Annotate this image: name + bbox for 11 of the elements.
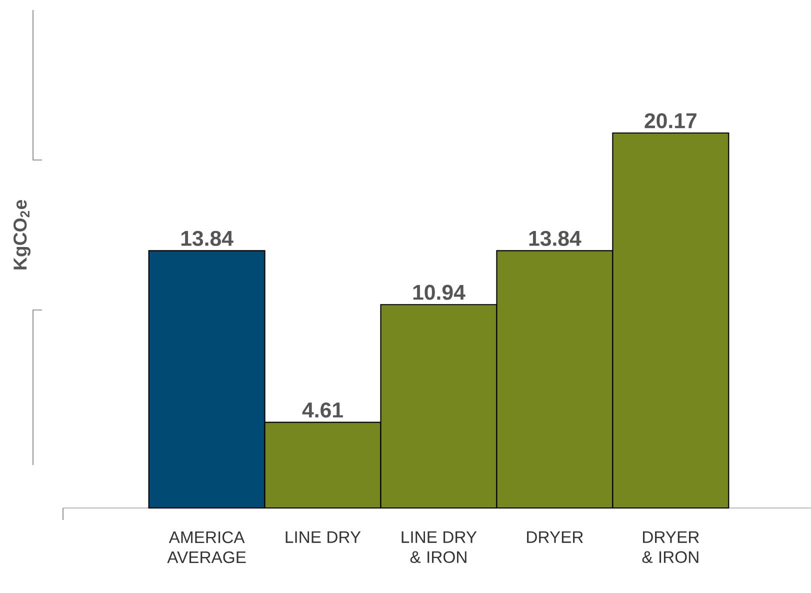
data-label: 4.61 (302, 402, 343, 418)
data-label: 10.94 (413, 284, 466, 300)
x-tick-label: DRYER & IRON (642, 531, 699, 563)
y-axis-title: KgCO$_{2}$e (14, 200, 30, 270)
x-tick-label: LINE DRY (286, 531, 361, 543)
data-label: 20.17 (644, 113, 696, 128)
x-tick-label: DRYER (527, 531, 583, 543)
data-label: 13.84 (181, 230, 234, 246)
x-tick-label: AMERICA AVERAGE (167, 531, 246, 564)
x-tick-label: LINE DRY & IRON (402, 531, 477, 563)
data-label: 13.84 (529, 230, 582, 246)
